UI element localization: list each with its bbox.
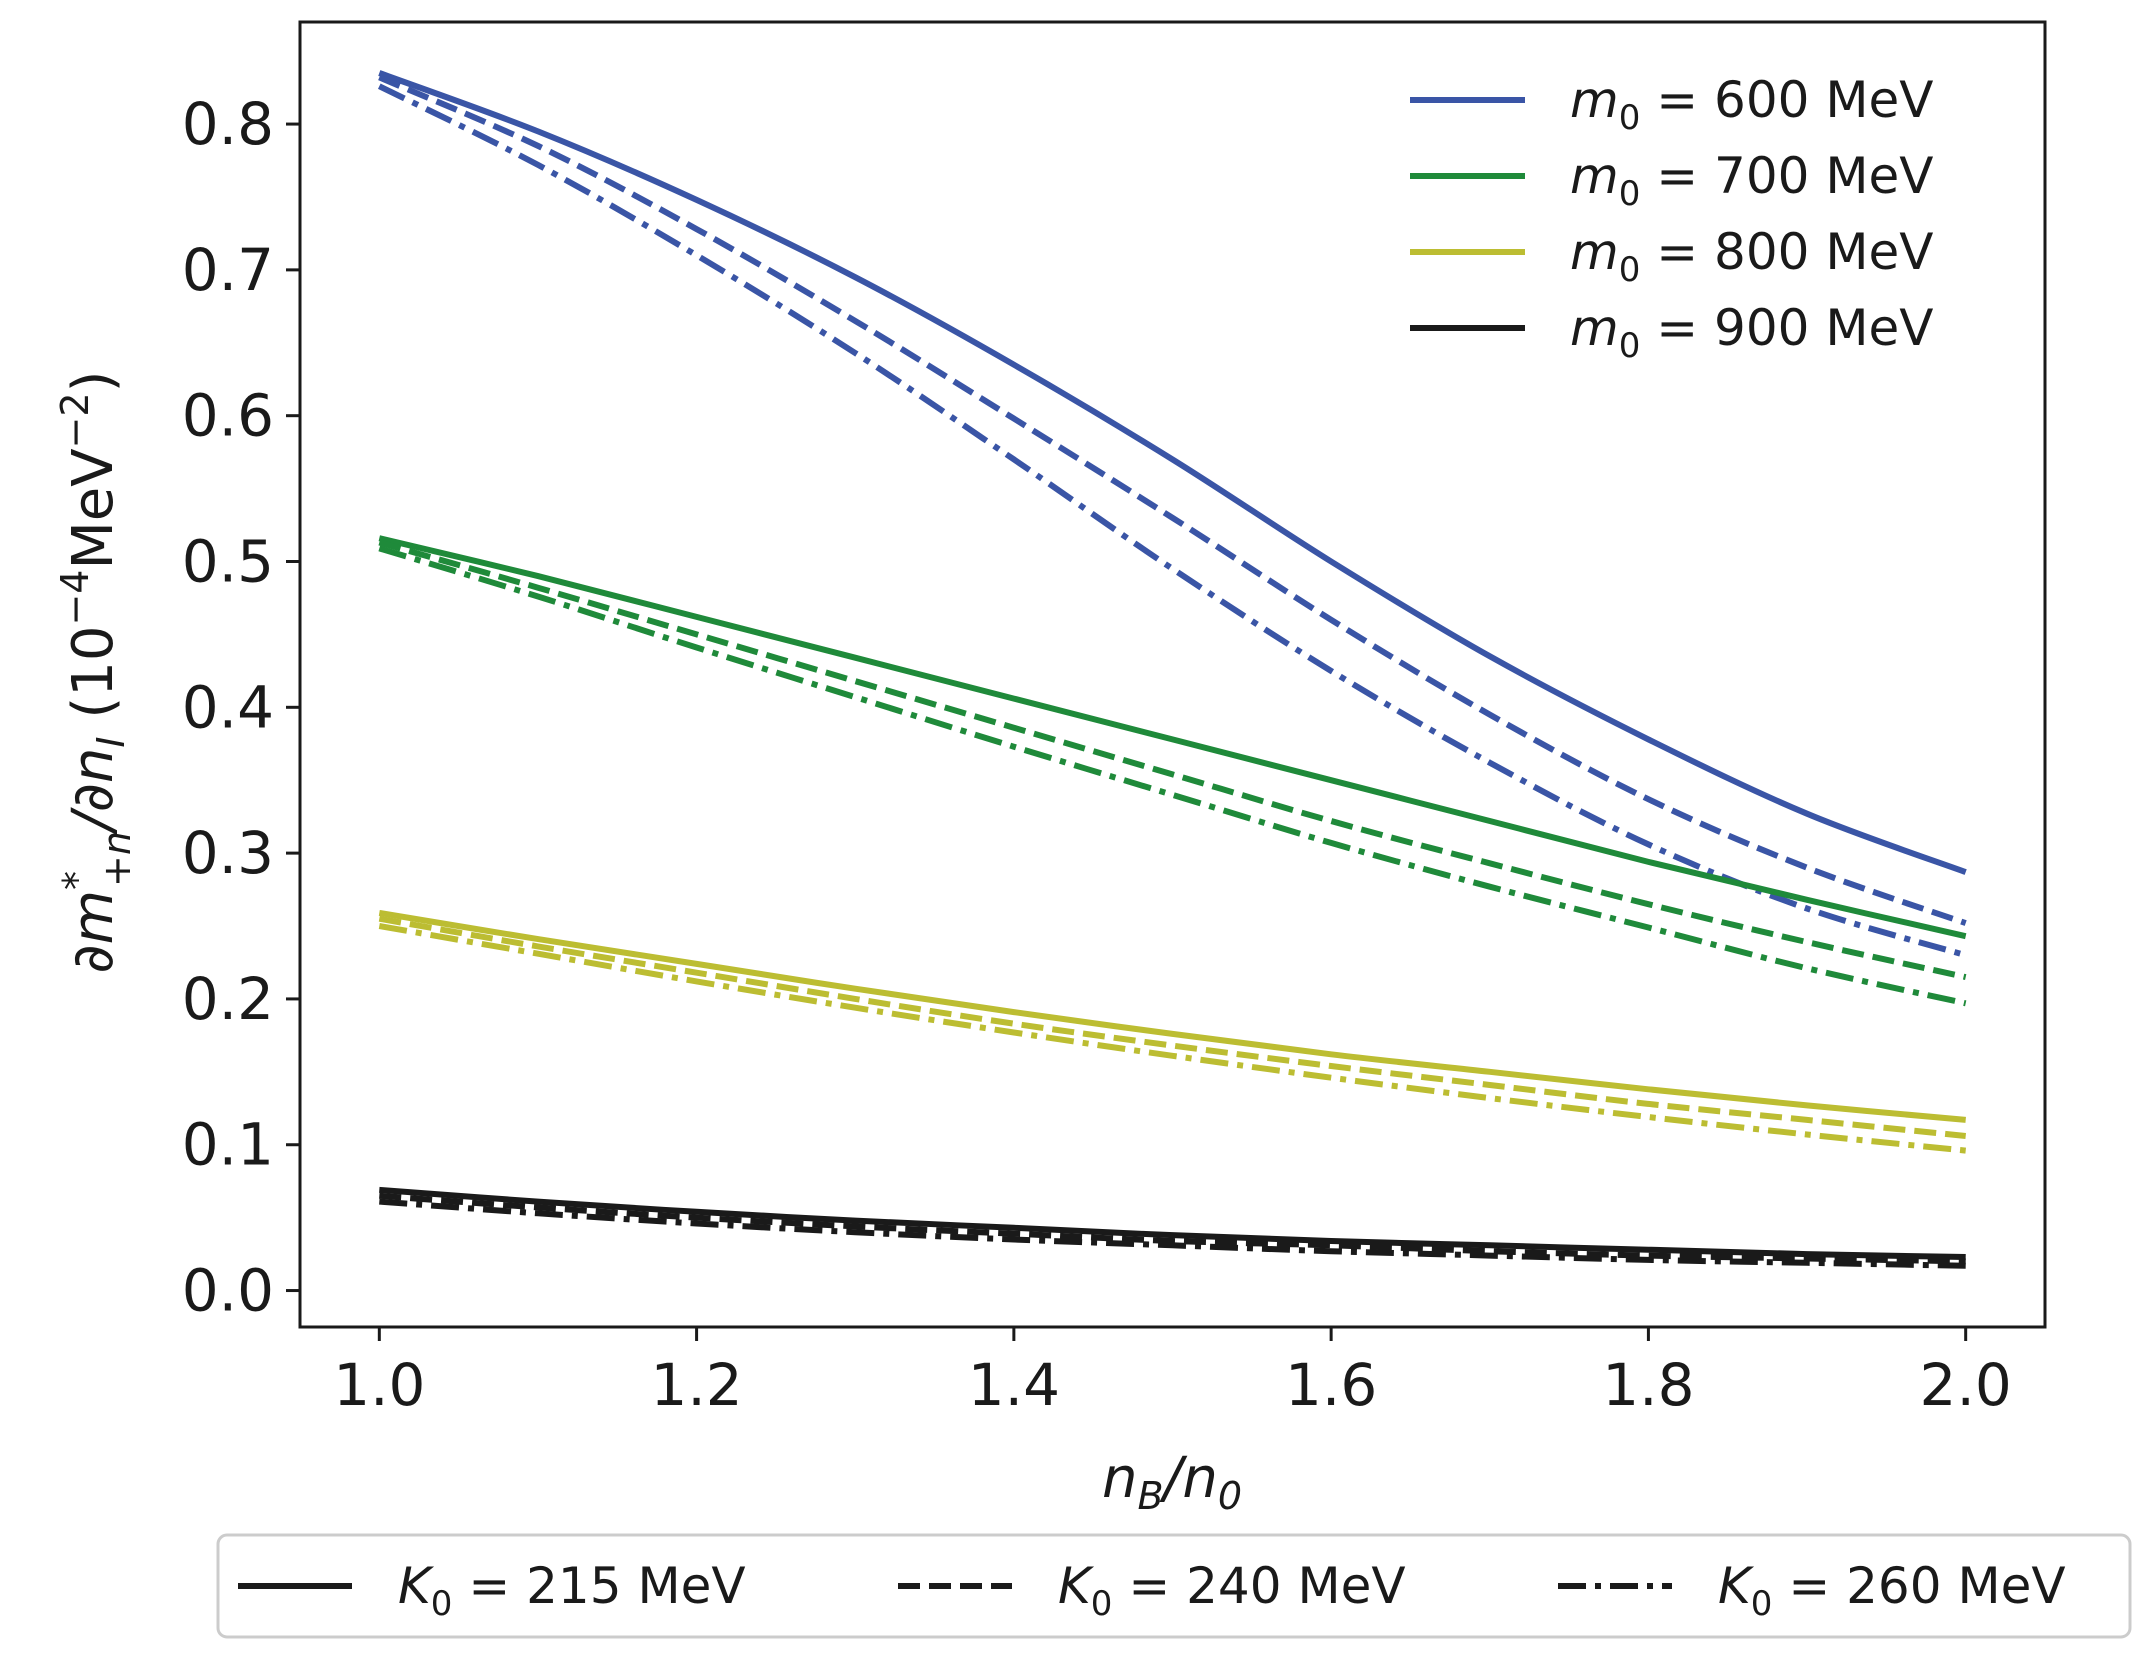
svg-text:m0 = 800 MeV: m0 = 800 MeV — [1570, 223, 1933, 290]
legend-sub: 0 — [1619, 98, 1641, 138]
series-line-1 — [378, 74, 1967, 926]
svg-text:m0 = 600 MeV: m0 = 600 MeV — [1570, 71, 1933, 138]
legend-sub: 0 — [1619, 174, 1641, 214]
series-line-11 — [379, 1198, 1966, 1269]
style-legend: K0 = 215 MeV K0 = 240 MeV K0 = 260 MeV — [216, 1533, 2132, 1639]
svg-text:K0 = 240 MeV: K0 = 240 MeV — [1058, 1557, 1406, 1624]
legend-entry-k0-240: K0 = 240 MeV — [898, 1557, 1406, 1624]
legend-var: m — [1570, 71, 1619, 129]
y-tick-label: 0.8 — [182, 90, 274, 158]
svg-text:m0 = 700 MeV: m0 = 700 MeV — [1570, 147, 1933, 214]
series-line-3 — [378, 535, 1967, 940]
x-tick-label: 1.4 — [968, 1351, 1060, 1419]
legend-var: K — [1058, 1557, 1095, 1615]
y-tick-label: 0.4 — [182, 673, 274, 741]
legend-sub: 0 — [1619, 250, 1641, 290]
legend-sub: 0 — [431, 1584, 453, 1624]
legend-text: = 900 MeV — [1640, 299, 1933, 357]
svg-text:K0 = 260 MeV: K0 = 260 MeV — [1718, 1557, 2066, 1624]
legend-entry-m0-900: m0 = 900 MeV — [1410, 299, 1933, 366]
x-tick-label: 2.0 — [1920, 1351, 2012, 1419]
series-line-10 — [379, 1192, 1966, 1265]
legend-var: m — [1570, 223, 1619, 281]
style-legend-frame — [216, 1533, 2132, 1639]
y-tick-label: 0.5 — [182, 527, 274, 595]
legend-entry-m0-800: m0 = 800 MeV — [1410, 223, 1933, 290]
x-tick-label: 1.6 — [1285, 1351, 1377, 1419]
y-tick-label: 0.1 — [182, 1111, 274, 1179]
legend-sub: 0 — [1619, 326, 1641, 366]
legend-sub: 0 — [1751, 1584, 1773, 1624]
x-tick-label: 1.2 — [650, 1351, 742, 1419]
series-line-0 — [378, 70, 1967, 875]
y-tick-label: 0.0 — [182, 1257, 274, 1325]
legend-var: m — [1570, 299, 1619, 357]
y-tick-label: 0.2 — [182, 965, 274, 1033]
legend-sub: 0 — [1091, 1584, 1113, 1624]
legend-var: K — [1718, 1557, 1755, 1615]
y-tick-label: 0.7 — [182, 236, 274, 304]
legend-entry-m0-600: m0 = 600 MeV — [1410, 71, 1933, 138]
legend-text: = 800 MeV — [1640, 223, 1933, 281]
svg-text:m0 = 900 MeV: m0 = 900 MeV — [1570, 299, 1933, 366]
series-line-6 — [378, 909, 1966, 1123]
axis-ticks: 1.0 1.2 1.4 1.6 1.8 2.0 0.0 0.1 0.2 0.3 0.4 0.5 0.6 0… — [182, 90, 2012, 1419]
x-tick-label: 1.0 — [333, 1351, 425, 1419]
series-line-4 — [378, 539, 1967, 981]
y-tick-label: 0.6 — [182, 382, 274, 450]
legend-var: K — [398, 1557, 435, 1615]
legend-entry-k0-260: K0 = 260 MeV — [1558, 1557, 2066, 1624]
svg-text:K0 = 215 MeV: K0 = 215 MeV — [398, 1557, 746, 1624]
legend-var: m — [1570, 147, 1619, 205]
legend-text: = 215 MeV — [452, 1557, 745, 1615]
series-line-9 — [379, 1186, 1966, 1260]
plot-frame — [298, 20, 2047, 1329]
legend-text: = 260 MeV — [1772, 1557, 2065, 1615]
y-tick-label: 0.3 — [182, 819, 274, 887]
x-axis-label: nB/n0 — [1102, 1446, 1242, 1518]
legend-text: = 700 MeV — [1640, 147, 1933, 205]
legend-text: = 240 MeV — [1112, 1557, 1405, 1615]
legend-entry-m0-700: m0 = 700 MeV — [1410, 147, 1933, 214]
series-layer — [377, 70, 1967, 1269]
legend-text: = 600 MeV — [1640, 71, 1933, 129]
series-line-5 — [378, 545, 1967, 1007]
legend-entry-k0-215: K0 = 215 MeV — [238, 1557, 746, 1624]
series-line-2 — [377, 83, 1967, 959]
series-line-8 — [378, 923, 1967, 1154]
y-axis-label: ∂m*+n/∂nI (10−4MeV−2) — [53, 371, 139, 974]
color-legend: m0 = 600 MeV m0 = 700 MeV m0 = 800 MeV m… — [1410, 71, 1933, 366]
x-tick-label: 1.8 — [1602, 1351, 1694, 1419]
